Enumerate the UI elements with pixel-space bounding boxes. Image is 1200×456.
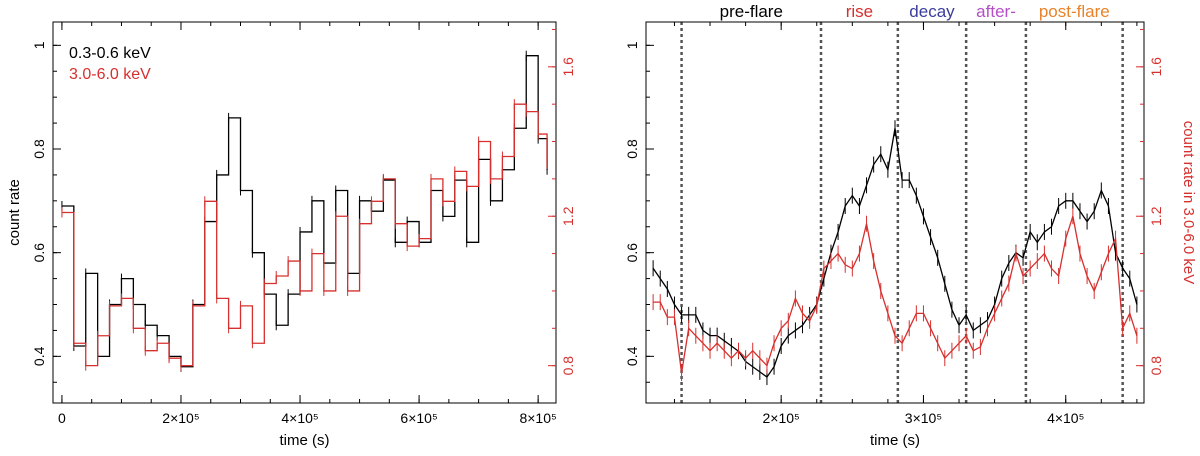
y-tick-label: 0.4 — [624, 346, 640, 366]
y2-tick-label: 1.6 — [560, 57, 576, 77]
phase-label: rise — [846, 2, 873, 21]
plot-frame — [52, 21, 557, 404]
y-axis-title: count rate — [6, 179, 23, 246]
x-tick-label: 4×10⁵ — [281, 410, 318, 426]
chart-panel-1: 0 2×10⁵ 4×10⁵ 6×10⁵ 8×10⁵ 0.4 0.6 0.8 1 0.8 1.2 1.6… — [6, 21, 576, 449]
series-line — [61, 55, 548, 368]
legend-entry: 3.0-6.0 keV — [69, 66, 151, 83]
series-2 — [61, 99, 548, 371]
series-line — [653, 216, 1138, 374]
phase-label: pre-flare — [720, 2, 783, 21]
series-1 — [61, 50, 548, 372]
y2-tick-label: 1.2 — [560, 206, 576, 226]
series-2 — [652, 208, 1138, 382]
y-tick-label: 1 — [31, 41, 47, 49]
x-tick-label: 2×10⁵ — [162, 410, 199, 426]
x-tick-label: 4×10⁵ — [1047, 410, 1084, 426]
y-tick-label: 1 — [624, 41, 640, 49]
series-group — [61, 50, 548, 372]
y-tick-label: 0.8 — [624, 139, 640, 159]
series-1 — [652, 120, 1138, 386]
y-tick-label: 0.4 — [31, 346, 47, 366]
x-axis-title: time (s) — [870, 432, 920, 449]
y2-tick-label: 0.8 — [1148, 356, 1164, 376]
x-tick-label: 2×10⁵ — [762, 410, 799, 426]
series-line — [61, 103, 548, 367]
phase-label: decay — [909, 2, 955, 21]
legend-entry: 0.3-0.6 keV — [69, 45, 151, 62]
x-tick-label: 6×10⁵ — [400, 410, 437, 426]
y2-axis-title: count rate in 3.0-6.0 keV — [1180, 121, 1197, 284]
phase-label: post-flare — [1039, 2, 1110, 21]
series-group — [652, 120, 1138, 386]
y2-tick-label: 0.8 — [560, 356, 576, 376]
x-tick-label: 3×10⁵ — [905, 410, 942, 426]
x-axis-title: time (s) — [280, 432, 330, 449]
y-tick-label: 0.8 — [31, 139, 47, 159]
y2-tick-label: 1.2 — [1148, 206, 1164, 226]
phase-label: after- — [976, 2, 1016, 21]
y-tick-label: 0.6 — [31, 243, 47, 263]
y2-tick-label: 1.6 — [1148, 57, 1164, 77]
chart-panel-2: 2×10⁵ 3×10⁵ 4×10⁵ 0.4 0.6 0.8 1 0.8 1.2 1.6 time (… — [624, 2, 1197, 449]
x-tick-label: 8×10⁵ — [519, 410, 556, 426]
y-tick-label: 0.6 — [624, 243, 640, 263]
x-tick-label: 0 — [58, 410, 66, 426]
plot-frame — [645, 21, 1145, 404]
